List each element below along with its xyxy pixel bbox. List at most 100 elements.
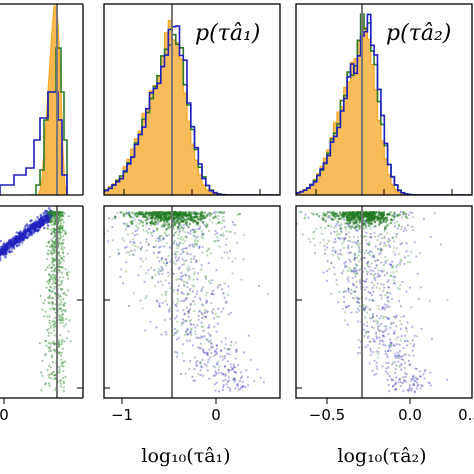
bottom-right-point: [349, 269, 352, 272]
bottom-middle-point: [175, 331, 178, 335]
bottom-middle-point: [186, 333, 189, 336]
bottom-middle-point: [193, 368, 196, 371]
bottom-right-point: [363, 308, 366, 311]
bottom-right-point: [335, 222, 338, 226]
bottom-left-point: [68, 319, 71, 322]
bottom-right-point: [353, 213, 356, 217]
bottom-right-point: [367, 221, 370, 224]
bottom-middle-point: [211, 292, 214, 295]
bottom-middle-point: [186, 292, 189, 295]
bottom-right-point: [392, 215, 396, 218]
bottom-right-point: [423, 370, 426, 373]
bottom-right-point: [384, 255, 387, 258]
bottom-middle-point: [192, 211, 196, 214]
bottom-right-point: [391, 265, 394, 268]
bottom-left-point: [19, 230, 22, 233]
bottom-left-point: [41, 215, 44, 219]
bottom-middle-point: [162, 237, 165, 240]
bottom-right-point: [376, 265, 379, 268]
bottom-middle-point: [219, 211, 222, 214]
bottom-left-point: [49, 308, 52, 311]
bottom-right-point: [369, 349, 372, 352]
bottom-middle-point: [198, 245, 201, 248]
bottom-middle-point: [194, 243, 197, 246]
bottom-middle-point: [131, 216, 135, 219]
bottom-left-point: [61, 245, 64, 248]
bottom-middle-point: [185, 259, 188, 262]
bottom-right-point: [399, 319, 402, 322]
bottom-middle-point: [185, 236, 188, 239]
bottom-middle-point: [180, 236, 183, 239]
bottom-left-point: [60, 365, 63, 368]
bottom-middle-point: [180, 291, 184, 294]
bottom-right-point: [378, 342, 381, 345]
bottom-left-point: [62, 380, 65, 383]
bottom-middle-point: [179, 372, 183, 376]
bottom-middle-point: [182, 280, 185, 283]
bottom-middle-point: [145, 272, 148, 275]
bottom-right-point: [403, 379, 406, 382]
bottom-left-point: [69, 340, 72, 343]
bottom-right-point: [353, 290, 356, 293]
bottom-right-point: [393, 253, 396, 256]
bottom-middle-point: [215, 222, 218, 225]
bottom-middle-point: [125, 270, 128, 273]
bottom-middle-point: [176, 297, 179, 300]
bottom-middle-point: [234, 341, 237, 344]
bottom-right-point: [354, 254, 357, 257]
bottom-middle-point: [225, 237, 228, 241]
bottom-middle-point: [133, 241, 136, 244]
bottom-left-point: [58, 265, 61, 269]
bottom-left-point: [47, 328, 50, 331]
bottom-middle-point: [222, 292, 226, 295]
bottom-middle-point: [184, 274, 187, 277]
bottom-left-point: [50, 219, 53, 222]
bottom-middle-point: [186, 293, 189, 296]
bottom-middle-point: [236, 382, 239, 386]
bottom-middle-point: [223, 251, 226, 254]
bottom-middle-point: [180, 226, 183, 229]
bottom-left-point: [62, 376, 65, 379]
bottom-right-point: [402, 389, 405, 392]
bottom-middle-point: [219, 211, 222, 214]
bottom-middle-point: [139, 241, 142, 244]
bottom-left-point: [49, 276, 52, 279]
bottom-left-point: [60, 301, 63, 304]
bottom-right-point: [345, 306, 348, 309]
bottom-left-point: [60, 265, 63, 269]
bottom-right-point: [415, 387, 419, 390]
bottom-left-point: [48, 347, 52, 350]
bottom-middle-point: [221, 373, 225, 376]
bottom-left-point: [53, 222, 57, 225]
bottom-right-point: [393, 221, 396, 224]
bottom-middle-point: [184, 273, 187, 276]
bottom-middle-point: [187, 225, 190, 229]
bottom-right-point: [398, 377, 402, 380]
bottom-right-point: [379, 221, 382, 224]
bottom-left-point: [51, 273, 54, 276]
bottom-right-point: [357, 211, 361, 215]
bottom-right-point: [368, 251, 371, 254]
bottom-right-point: [416, 335, 419, 338]
bottom-left-point: [67, 330, 70, 333]
bottom-right-point: [381, 317, 385, 320]
bottom-right-point: [372, 276, 375, 279]
bottom-middle-point: [176, 320, 179, 323]
bottom-left-point: [54, 211, 57, 214]
bottom-left-point: [53, 320, 56, 323]
bottom-left-point: [59, 283, 63, 286]
bottom-right-point: [364, 235, 368, 238]
bottom-right-point: [385, 316, 388, 319]
bottom-middle-point: [177, 256, 181, 259]
bottom-right-point: [370, 281, 373, 284]
bottom-middle-point: [167, 309, 170, 312]
bottom-middle-point: [189, 287, 192, 290]
bottom-right-point: [446, 299, 449, 302]
bottom-right-point: [338, 290, 341, 294]
bottom-left-point: [50, 354, 54, 357]
bottom-middle-point: [222, 211, 225, 214]
bottom-right-point: [356, 298, 360, 301]
bottom-left-point: [65, 337, 69, 340]
bottom-middle-point: [125, 245, 128, 249]
bottom-left-point: [52, 215, 55, 218]
